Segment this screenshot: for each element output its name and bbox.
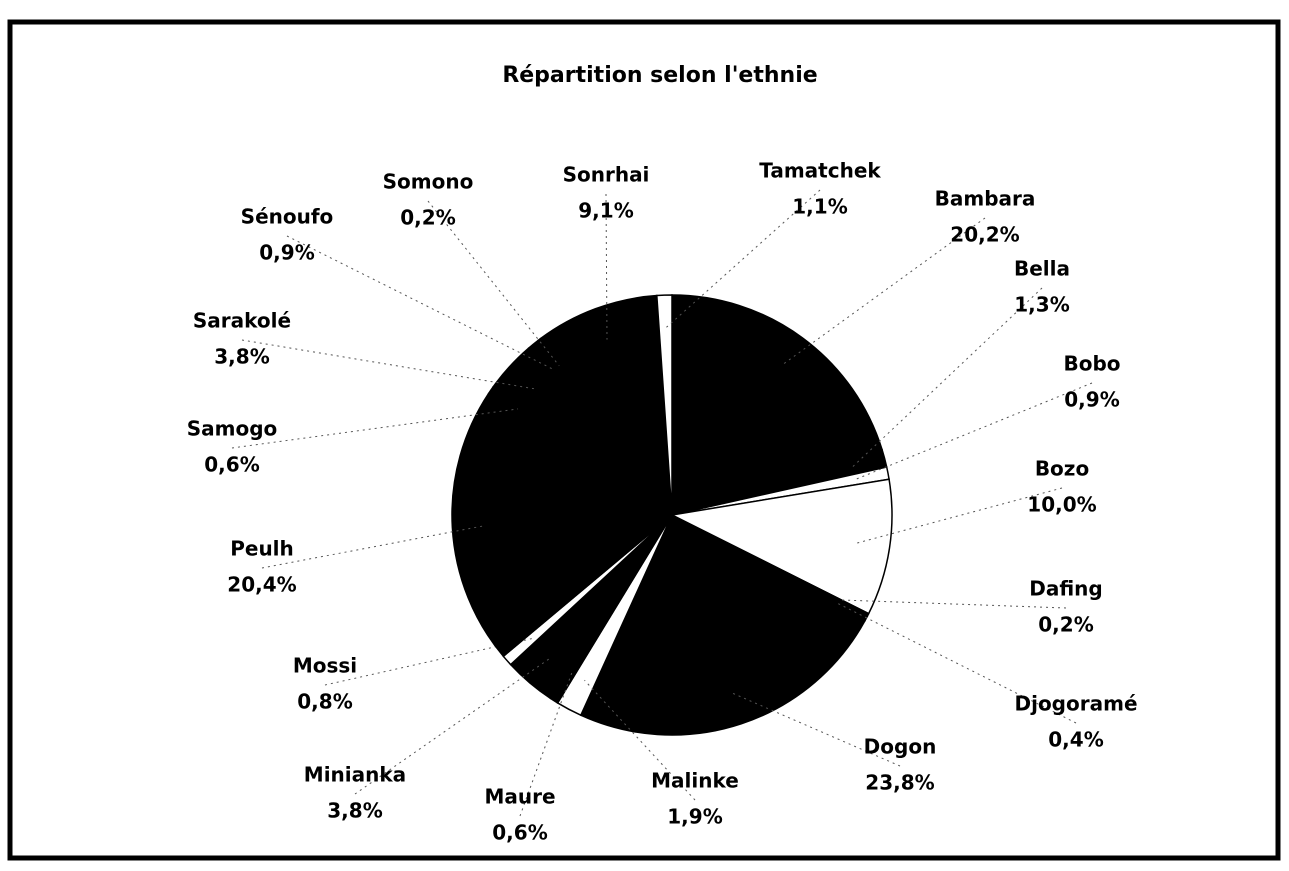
pie-slice xyxy=(669,478,893,615)
slice-value-label: 10,0% xyxy=(1027,493,1096,517)
leader-line xyxy=(286,235,555,371)
slice-value-label: 1,9% xyxy=(667,805,722,829)
slice-value-label: 0,6% xyxy=(204,453,259,477)
leader-line xyxy=(427,200,560,367)
slice-label: Tamatchek xyxy=(759,159,881,183)
slice-label: Dafing xyxy=(1029,577,1102,601)
leader-line xyxy=(519,672,573,817)
slice-label: Sarakolé xyxy=(193,309,291,333)
leader-line xyxy=(836,602,1077,724)
slice-label: Bella xyxy=(1014,257,1070,281)
leader-line xyxy=(665,189,821,329)
slice-value-label: 0,2% xyxy=(400,206,455,230)
leader-line xyxy=(231,408,519,449)
slice-label: Malinke xyxy=(651,769,739,793)
slice-value-label: 0,9% xyxy=(1064,388,1119,412)
slice-value-label: 0,9% xyxy=(259,241,314,265)
slice-label: Minianka xyxy=(304,763,406,787)
slice-value-label: 0,6% xyxy=(492,821,547,845)
slice-label: Peulh xyxy=(230,537,294,561)
chart-title: Répartition selon l'ethnie xyxy=(502,63,817,88)
leader-line xyxy=(730,692,901,767)
slice-value-label: 1,1% xyxy=(792,195,847,219)
slice-value-label: 1,3% xyxy=(1014,293,1069,317)
leader-line xyxy=(605,193,608,340)
slice-label: Djogoramé xyxy=(1014,692,1137,716)
slice-label: Sénoufo xyxy=(241,205,334,229)
pie-slice xyxy=(671,294,884,517)
slice-value-label: 0,2% xyxy=(1038,613,1093,637)
slice-label: Mossi xyxy=(293,654,357,678)
slice-value-label: 9,1% xyxy=(578,199,633,223)
leader-line xyxy=(838,599,1067,609)
leader-line xyxy=(852,287,1043,468)
slice-value-label: 3,8% xyxy=(214,345,269,369)
slice-value-label: 20,2% xyxy=(950,223,1019,247)
slice-value-label: 3,8% xyxy=(327,799,382,823)
slice-label: Dogon xyxy=(864,735,937,759)
slice-value-label: 20,4% xyxy=(227,573,296,597)
slice-label: Bobo xyxy=(1063,352,1120,376)
pie-slice xyxy=(539,294,673,518)
slice-label: Bozo xyxy=(1035,457,1089,481)
pie-slice xyxy=(579,513,866,736)
slice-label: Bambara xyxy=(935,187,1036,211)
slice-label: Sonrhai xyxy=(563,163,650,187)
pie-slice xyxy=(451,392,674,658)
slice-value-label: 23,8% xyxy=(865,771,934,795)
leader-line xyxy=(855,382,1093,480)
slice-label: Somono xyxy=(383,170,474,194)
leader-line xyxy=(241,339,535,390)
slice-value-label: 0,8% xyxy=(297,690,352,714)
leader-line xyxy=(261,525,486,569)
slice-value-label: 0,4% xyxy=(1048,728,1103,752)
leader-line xyxy=(354,657,552,795)
pie-slice xyxy=(656,294,673,516)
slice-label: Maure xyxy=(484,785,555,809)
slice-label: Samogo xyxy=(187,417,278,441)
